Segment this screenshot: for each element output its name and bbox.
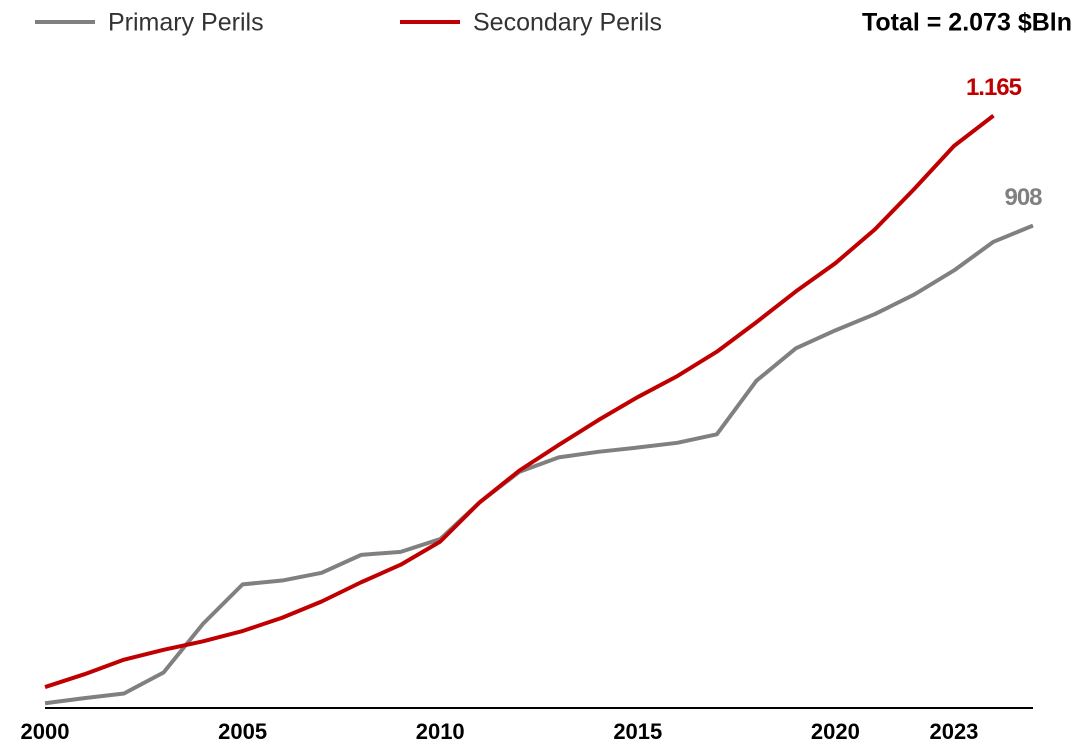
series-line [44, 223, 1034, 706]
x-tick-label: 2020 [811, 719, 860, 744]
x-tick-label: 2015 [613, 719, 662, 744]
total-annotation: Total = 2.073 $Bln [862, 9, 1072, 37]
x-tick-label: 2005 [218, 719, 267, 744]
series-line [44, 114, 995, 689]
end-label: 1.165 [966, 74, 1022, 101]
end-label: 908 [1004, 184, 1042, 211]
legend-label: Primary Perils [108, 9, 264, 37]
legend-label: Secondary Perils [473, 9, 662, 37]
x-tick-label: 2023 [929, 719, 978, 744]
x-tick-label: 2010 [416, 719, 465, 744]
x-tick-label: 2000 [21, 719, 70, 744]
